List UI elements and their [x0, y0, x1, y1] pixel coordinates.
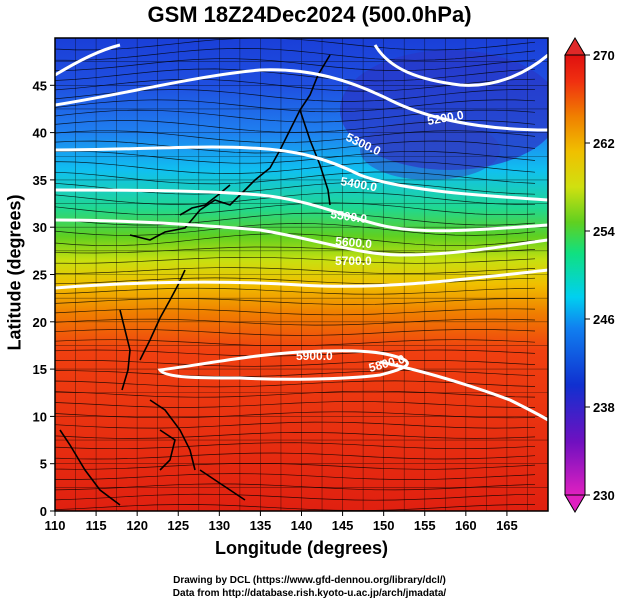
y-tick-label: 25	[33, 268, 47, 283]
streamline	[55, 48, 536, 61]
colorbar: 230 238 246 254 262 270	[564, 37, 615, 513]
x-tick-label: 130	[208, 518, 230, 533]
y-tick-label: 45	[33, 78, 47, 93]
colorbar-tick-label: 262	[593, 136, 615, 151]
streamline	[55, 171, 536, 185]
streamline	[55, 130, 536, 144]
streamline	[55, 359, 536, 367]
streamline	[55, 308, 536, 316]
streamline	[55, 504, 536, 511]
x-tick-label: 160	[455, 518, 477, 533]
credit-drawing: Drawing by DCL (https://www.gfd-dennou.o…	[173, 575, 446, 586]
colorbar-top-arrow	[564, 37, 586, 56]
y-tick-label: 20	[33, 315, 47, 330]
height-contours	[55, 43, 548, 422]
y-tick-label: 10	[33, 409, 47, 424]
colorbar-bottom-arrow	[564, 494, 586, 513]
streamline	[55, 318, 536, 326]
x-axis-label: Longitude (degrees)	[214, 538, 388, 558]
y-tick-label: 5	[40, 457, 47, 472]
x-tick-label: 120	[126, 518, 148, 533]
streamline	[55, 349, 536, 357]
streamline	[55, 150, 536, 164]
streamline	[55, 267, 536, 274]
contour-labels: 5200.0 5300.0 5400.0 5500.0 5600.0 5700.…	[296, 108, 465, 375]
streamline	[55, 401, 536, 408]
contour-label-5500: 5500.0	[330, 207, 369, 226]
x-tick-label: 150	[373, 518, 395, 533]
x-tick-label: 135	[250, 518, 272, 533]
streamline	[55, 256, 536, 264]
contour-label-5200: 5200.0	[426, 108, 465, 128]
contour-label-5600: 5600.0	[335, 234, 373, 251]
streamline	[55, 483, 536, 491]
x-tick-label: 140	[291, 518, 313, 533]
grid	[55, 38, 548, 511]
y-tick-label: 0	[40, 504, 47, 519]
colorbar-tick-label: 254	[593, 224, 615, 239]
contour-label-5900: 5900.0	[296, 349, 333, 363]
x-tick-label: 110	[45, 518, 66, 533]
contour-label-5700: 5700.0	[335, 254, 372, 268]
contour-label-5400: 5400.0	[339, 174, 378, 194]
streamline	[55, 473, 536, 480]
x-tick-label: 115	[86, 518, 107, 533]
x-tick-label: 165	[496, 518, 518, 533]
streamline	[55, 99, 536, 113]
streamline	[55, 421, 536, 429]
streamline	[55, 287, 536, 295]
streamline	[55, 380, 536, 388]
streamline	[55, 68, 536, 82]
colorbar-tick-label: 246	[593, 312, 615, 327]
streamline	[55, 432, 536, 439]
y-axis-label: Latitude (degrees)	[4, 194, 25, 351]
streamline	[55, 370, 536, 377]
streamline	[55, 329, 536, 336]
streamline	[55, 223, 536, 236]
y-tick-label: 35	[33, 173, 47, 188]
y-axis-ticks: 0 5 10 15 20 25 30 35 40 45	[33, 78, 55, 519]
streamline	[55, 452, 536, 460]
streamline	[55, 442, 536, 450]
x-axis-ticks: 110 115 120 125 130 135 140 145 150 155 160 165	[45, 511, 518, 533]
chart-title: GSM 18Z24Dec2024 (500.0hPa)	[147, 2, 472, 27]
y-tick-label: 30	[33, 220, 47, 235]
streamline	[55, 298, 536, 305]
x-tick-label: 125	[167, 518, 189, 533]
streamline	[55, 277, 536, 285]
y-tick-label: 40	[33, 126, 47, 141]
streamline	[55, 212, 536, 226]
colorbar-tick-label: 238	[593, 400, 615, 415]
streamline	[55, 390, 536, 398]
streamline	[55, 493, 536, 501]
credit-data: Data from http://database.rish.kyoto-u.a…	[172, 588, 447, 599]
x-tick-label: 155	[414, 518, 436, 533]
streamline	[55, 161, 536, 174]
streamline	[55, 202, 536, 216]
colorbar-tick-label: 230	[593, 488, 615, 503]
colorbar-tick-label: 270	[593, 48, 615, 63]
streamline	[55, 109, 536, 123]
streamline	[55, 192, 536, 205]
x-tick-label: 145	[332, 518, 354, 533]
y-tick-label: 15	[33, 362, 47, 377]
